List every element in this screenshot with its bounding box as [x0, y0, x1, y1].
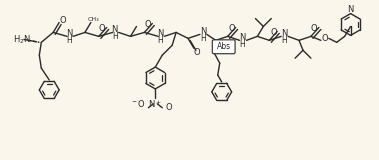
Text: N: N	[240, 33, 246, 42]
Text: H$_2$N: H$_2$N	[13, 33, 30, 46]
Text: H: H	[112, 32, 117, 41]
Text: H: H	[240, 40, 246, 49]
Text: O: O	[60, 16, 66, 25]
Text: N$^+$: N$^+$	[148, 98, 162, 110]
Text: O: O	[311, 24, 317, 33]
Text: O: O	[99, 24, 105, 33]
Text: H: H	[281, 36, 287, 45]
Text: $^-$O: $^-$O	[130, 98, 146, 109]
Text: H: H	[66, 36, 72, 45]
Text: N: N	[200, 27, 206, 36]
Text: O: O	[321, 34, 328, 43]
Text: N: N	[66, 29, 72, 38]
FancyBboxPatch shape	[212, 40, 235, 54]
Text: CH₃: CH₃	[88, 17, 100, 22]
Text: O: O	[271, 28, 277, 37]
Text: N: N	[281, 29, 287, 38]
Text: N: N	[111, 25, 118, 34]
Text: H: H	[157, 36, 163, 45]
Text: Abs: Abs	[217, 42, 231, 51]
Text: O: O	[165, 103, 172, 112]
Text: O: O	[228, 24, 235, 33]
Text: O: O	[144, 20, 151, 29]
Text: H: H	[200, 34, 206, 43]
Text: N: N	[348, 5, 354, 14]
Text: O: O	[194, 48, 200, 57]
Text: N: N	[157, 29, 163, 38]
